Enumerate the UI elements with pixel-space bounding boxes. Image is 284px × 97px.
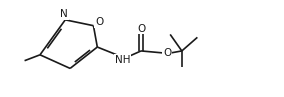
Text: NH: NH xyxy=(115,55,130,65)
Text: O: O xyxy=(163,48,171,58)
Text: O: O xyxy=(95,17,103,27)
Text: O: O xyxy=(137,24,145,34)
Text: N: N xyxy=(60,9,68,19)
